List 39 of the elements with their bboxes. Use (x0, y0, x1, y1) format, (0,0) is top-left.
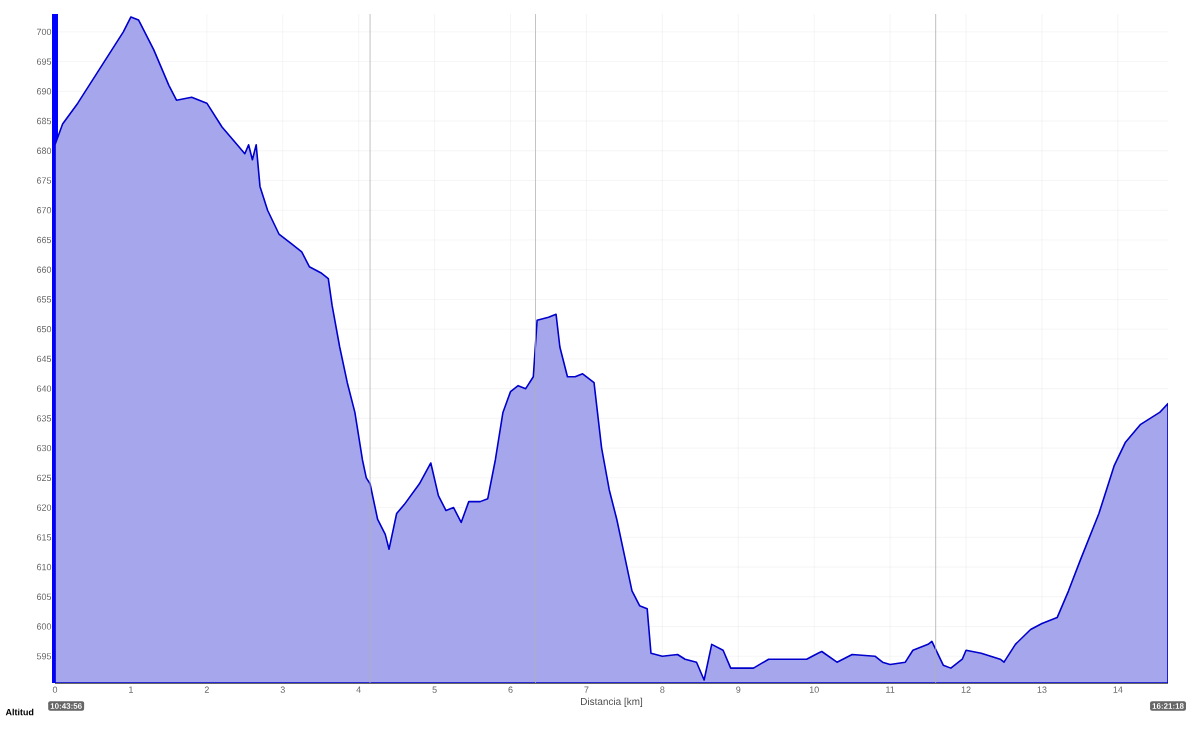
y-tick-label: 700 (36, 28, 52, 36)
x-tick-label: 1 (129, 686, 133, 693)
x-axis-title: Distancia [km] (581, 697, 643, 707)
y-tick-label: 675 (36, 177, 52, 184)
y-tick-label: 665 (36, 236, 52, 244)
y-tick-label: 625 (36, 474, 52, 482)
x-tick-label: 10 (809, 686, 819, 693)
y-tick-label: 660 (36, 266, 52, 273)
x-tick-label: 3 (280, 686, 285, 693)
y-tick-label: 655 (36, 296, 52, 303)
x-tick-label: 9 (736, 686, 741, 693)
y-tick-label: 610 (36, 563, 52, 571)
x-tick-label: 8 (660, 686, 665, 693)
y-tick-label: 680 (36, 147, 52, 154)
y-tick-label: 635 (36, 415, 52, 422)
y-tick-label: 650 (36, 325, 52, 333)
x-tick-label: 12 (961, 686, 971, 693)
y-tick-label: 645 (36, 355, 52, 363)
y-tick-label: 620 (36, 504, 52, 511)
y-tick-label: 695 (36, 58, 52, 65)
y-tick-label: 615 (36, 534, 52, 541)
y-tick-label: 685 (36, 117, 52, 125)
x-tick-label: 11 (886, 686, 895, 693)
y-tick-label: 640 (36, 385, 52, 392)
y-tick-label: 670 (36, 207, 52, 214)
x-tick-label: 0 (52, 686, 58, 693)
x-tick-label: 2 (204, 686, 209, 693)
y-tick-label: 605 (36, 593, 52, 600)
x-tick-label: 14 (1113, 686, 1123, 693)
x-tick-label: 6 (508, 686, 513, 693)
x-tick-label: 4 (356, 686, 361, 693)
y-tick-label: 690 (36, 88, 52, 95)
y-tick-label: 630 (36, 444, 52, 452)
x-tick-label: 7 (584, 686, 589, 693)
y-tick-label: 595 (36, 653, 52, 660)
y-axis-title: Altitud (5, 708, 34, 716)
x-tick-label: 5 (432, 686, 437, 693)
x-tick-label: 13 (1037, 686, 1047, 693)
y-tick-label: 600 (36, 623, 52, 630)
